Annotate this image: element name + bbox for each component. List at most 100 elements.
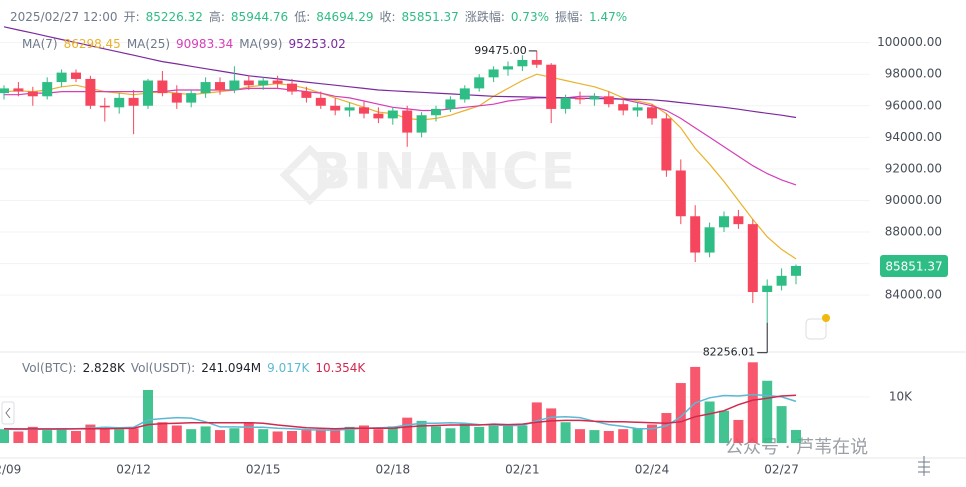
ma-line	[4, 87, 797, 186]
x-tick-label: 02/24	[635, 463, 670, 477]
volume-bar	[373, 429, 384, 443]
volume-bar	[647, 424, 657, 443]
candle-body	[344, 107, 355, 111]
volume-bar	[632, 428, 643, 443]
candle-body	[200, 82, 211, 94]
volume-bar	[13, 431, 24, 443]
volume-bar	[704, 401, 715, 443]
x-tick-label: 02/12	[116, 463, 151, 477]
candle-body	[704, 227, 715, 253]
candle-body	[747, 224, 758, 293]
candle-body	[762, 285, 773, 293]
candle-body	[243, 80, 254, 86]
volume-bar	[402, 417, 413, 443]
candle-body	[171, 93, 182, 103]
y-tick-label: 92000.00	[885, 161, 942, 175]
volume-value: 2.828K	[82, 361, 125, 375]
high-value: 85944.76	[230, 9, 289, 24]
candle-body	[373, 113, 384, 119]
watermark-logo	[279, 144, 341, 206]
volume-usdt-value: 241.094M	[201, 361, 262, 375]
y-tick-label: 94000.00	[885, 130, 942, 144]
volume-bar	[143, 389, 153, 443]
volume-bar	[344, 426, 355, 443]
footer-watermark: 公众号 · 芦苇在说	[725, 437, 868, 458]
volume-bar	[747, 362, 758, 443]
ma-name: MA(25)	[126, 37, 171, 51]
volume-bar	[71, 431, 81, 443]
label: 高:	[208, 10, 225, 24]
candle-body	[719, 216, 729, 228]
volume-bar	[431, 426, 441, 443]
candle-body	[128, 97, 139, 106]
candle-body	[733, 216, 744, 225]
volume-bar	[416, 420, 427, 443]
label: Vol(BTC):	[22, 361, 77, 375]
candle-body	[517, 59, 528, 67]
volume-bar	[359, 425, 369, 443]
volume-bar	[243, 422, 254, 443]
x-tick-label: 02/09	[0, 463, 21, 477]
change-value: 0.73%	[510, 9, 549, 24]
candle-body	[13, 88, 24, 92]
volume-bar	[287, 431, 297, 443]
candle-body	[474, 77, 485, 89]
ma-line	[3, 73, 797, 260]
candle-body	[114, 97, 125, 108]
candle-body	[56, 72, 67, 83]
watermark: BINANCE	[313, 143, 577, 201]
volume-bar	[733, 419, 744, 443]
volume-bar	[258, 429, 269, 443]
volume-bar	[99, 426, 110, 443]
y-tick-label: 100000.00	[877, 35, 942, 49]
volume-bar	[157, 422, 168, 443]
candle-body	[531, 59, 542, 65]
volume-bar	[445, 428, 456, 443]
volume-bar	[0, 429, 9, 443]
volume-bar	[215, 430, 225, 443]
candle-body	[387, 110, 398, 119]
volume-bar	[589, 430, 600, 443]
candle-body	[287, 83, 297, 92]
y-tick-label: 84000.00	[885, 288, 942, 302]
x-tick-label: 02/21	[505, 463, 540, 477]
volume-bar	[776, 406, 787, 443]
x-tick-label: 02/18	[376, 463, 411, 477]
price-badge-label: 85851.37	[885, 259, 942, 273]
volume-bar	[762, 380, 773, 443]
label: 开:	[123, 10, 140, 24]
candle-body	[402, 110, 413, 133]
volume-bar	[272, 431, 283, 443]
volume-bar	[503, 425, 513, 443]
ma-name: MA(7)	[22, 37, 58, 51]
volume-bar	[575, 429, 585, 443]
volume-bar	[114, 429, 125, 443]
volume-bar	[186, 429, 197, 443]
volume-bar	[560, 422, 571, 443]
label: 低:	[294, 10, 311, 24]
ma-legend: MA(7) 86298.45 MA(25) 90983.34 MA(99) 95253.0…	[22, 37, 346, 51]
y-tick-label: 10K	[889, 389, 913, 403]
candle-body	[157, 80, 168, 94]
note-icon[interactable]	[805, 318, 827, 340]
label: Vol(USDT):	[130, 361, 196, 375]
volume-bar	[229, 428, 240, 443]
candle-body	[589, 96, 600, 100]
candle-body	[27, 91, 38, 97]
ma-value: 90983.34	[176, 37, 234, 51]
y-tick-label: 98000.00	[885, 67, 942, 81]
volume-bar	[315, 429, 326, 443]
candle-body	[85, 78, 96, 106]
volume-bar	[474, 426, 485, 443]
candle-body	[776, 275, 787, 286]
candle-body	[71, 72, 81, 79]
candle-body	[42, 82, 53, 97]
collapse-arrow	[5, 407, 11, 419]
x-tick-label: 02/27	[764, 463, 799, 477]
drag-icon[interactable]	[918, 456, 930, 476]
time: 2025/02/27 12:00	[10, 9, 118, 24]
candle-body	[301, 91, 312, 98]
volume-legend: Vol(BTC): 2.828K Vol(USDT): 241.094M 9.017…	[22, 361, 365, 375]
collapse-button[interactable]	[1, 401, 15, 425]
